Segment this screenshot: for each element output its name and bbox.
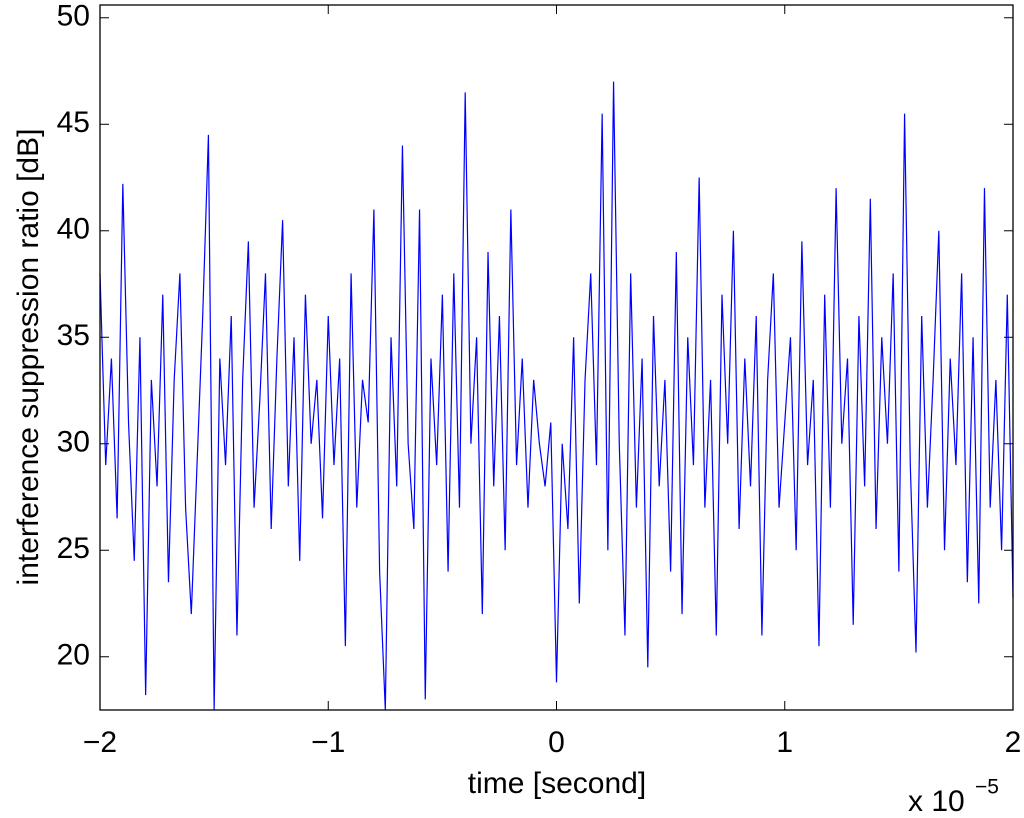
x-tick-label: −2 <box>83 726 117 759</box>
x-tick-label: −1 <box>311 726 345 759</box>
y-tick-label: 45 <box>57 106 90 139</box>
y-tick-label: 50 <box>57 0 90 33</box>
x-tick-label: 2 <box>1005 726 1022 759</box>
x-tick-label: 0 <box>548 726 565 759</box>
y-tick-label: 40 <box>57 213 90 246</box>
x-axis-label: time [second] <box>468 767 646 800</box>
data-line <box>99 81 1014 711</box>
y-tick-label: 25 <box>57 532 90 565</box>
axis-multiplier-exponent: −5 <box>975 776 999 799</box>
x-tick-label: 1 <box>776 726 793 759</box>
y-tick-label: 35 <box>57 319 90 352</box>
y-tick-label: 30 <box>57 426 90 459</box>
y-tick-label: 20 <box>57 639 90 672</box>
axis-multiplier: x 10 <box>908 785 965 818</box>
y-axis-label: interference suppression ratio [dB] <box>12 129 45 586</box>
